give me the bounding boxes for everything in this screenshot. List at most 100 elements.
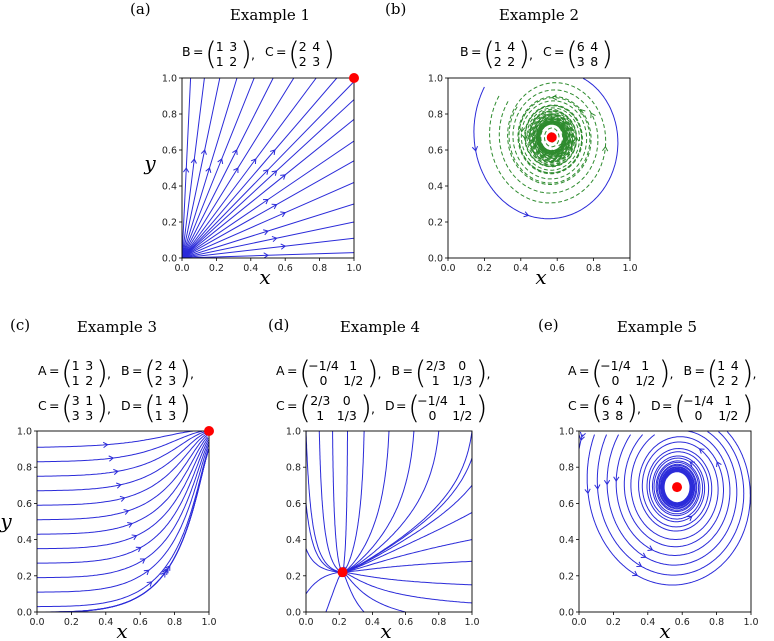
streamline (182, 119, 354, 258)
streamline (341, 457, 472, 574)
matrix-name: D (121, 398, 131, 413)
streamline (489, 82, 607, 204)
x-tick-label: 0.6 (550, 263, 565, 274)
equals-sign: = (193, 44, 203, 59)
flow-arrow (594, 484, 601, 490)
streamline (586, 431, 751, 586)
matrix-paren-right: ) (179, 390, 191, 426)
flow-arrow (566, 140, 573, 147)
matrix-entry: 4 (731, 358, 739, 373)
flow-arrow (521, 134, 529, 140)
matrix-entry: 1/2 (718, 408, 738, 423)
x-tick-label: 0.4 (98, 617, 113, 628)
equals-sign: = (276, 44, 286, 59)
x-tick-label: 0.6 (133, 617, 148, 628)
matrix-paren-left: ( (591, 390, 603, 426)
y-tick-label: 0.0 (559, 608, 574, 619)
x-tick-label: 0.8 (431, 617, 446, 628)
y-tick-label: 0.4 (17, 535, 32, 546)
y-tick-label: 1.0 (428, 74, 443, 85)
x-tick-label: 1.0 (201, 617, 216, 628)
matrix-entry: 3 (72, 408, 80, 423)
matrix-paren-right: ) (601, 36, 613, 72)
matrix-paren-right: ) (476, 390, 488, 426)
matrix-paren-right: ) (96, 355, 108, 391)
y-tick-label: 0.0 (162, 254, 177, 265)
y-tick-label: 0.2 (428, 218, 443, 229)
streamlines (579, 431, 751, 586)
matrix-name: A (38, 363, 47, 378)
matrix-entry: 0 (695, 408, 703, 423)
matrix-name: D (651, 398, 661, 413)
x-axis-label: x (380, 619, 391, 641)
matrix-paren-left: ( (144, 390, 156, 426)
x-axis-label: x (259, 265, 270, 289)
streamline (61, 448, 209, 612)
matrix-entry: 1 (458, 393, 466, 408)
flow-arrow (640, 552, 647, 559)
streamline (37, 431, 193, 448)
equals-sign: = (132, 398, 142, 413)
plot-frame (181, 77, 355, 259)
y-tick-label: 1.0 (286, 427, 301, 438)
streamline (306, 570, 344, 595)
matrix-name: C (568, 398, 577, 413)
matrix-paren-left: ( (61, 355, 73, 391)
y-tick-label: 1.0 (162, 74, 177, 85)
matrix-entry: 8 (615, 408, 623, 423)
matrix-entry: 3 (72, 393, 80, 408)
streamline (37, 436, 208, 535)
matrix-paren-right: ) (96, 390, 108, 426)
equilibrium-point (337, 567, 348, 578)
flow-arrow (205, 167, 212, 173)
matrix-entry: 3 (229, 39, 237, 54)
streamline (182, 78, 274, 258)
comma: , (753, 366, 757, 381)
matrix-name: B (684, 363, 693, 378)
matrix-entry: 1/2 (635, 373, 655, 388)
panel-title: Example 5 (617, 318, 697, 336)
panel-label: (c) (10, 316, 30, 334)
plot-frame (447, 77, 631, 259)
panel-label: (d) (268, 316, 289, 334)
flow-arrow (165, 565, 171, 571)
matrix-entry: 3 (85, 408, 93, 423)
streamline (37, 448, 209, 608)
y-tick-label: 1.0 (559, 427, 574, 438)
x-axis-label: x (659, 619, 670, 641)
flow-arrow (262, 198, 269, 205)
equals-sign: = (695, 363, 705, 378)
flow-arrow (271, 170, 278, 176)
comma: , (378, 366, 382, 381)
matrix-paren-left: ( (483, 36, 495, 72)
flow-arrow (579, 431, 586, 438)
matrix-paren-left: ( (674, 390, 686, 426)
x-tick-label: 0.6 (675, 617, 690, 628)
equals-sign: = (132, 363, 142, 378)
streamline (182, 160, 354, 258)
x-tick-label: 0.4 (640, 617, 655, 628)
panel-label: (a) (130, 0, 151, 18)
flow-arrow (579, 108, 586, 115)
x-tick-label: 0.0 (174, 263, 189, 274)
equals-sign: = (579, 398, 589, 413)
matrix-entry: 0 (458, 358, 466, 373)
x-tick-label: 0.2 (332, 617, 347, 628)
flow-arrow (584, 488, 591, 495)
flow-arrow (190, 158, 197, 164)
streamline (37, 431, 208, 492)
streamline (182, 181, 354, 258)
flow-arrow (232, 149, 238, 156)
flow-arrow (113, 468, 119, 476)
comma: , (371, 401, 375, 416)
panel-title: Example 4 (340, 318, 420, 336)
y-tick-label: 0.8 (17, 463, 32, 474)
flow-arrow (551, 94, 558, 101)
flow-arrow (280, 243, 287, 250)
x-tick-label: 1.0 (743, 617, 758, 628)
equals-sign: = (49, 398, 59, 413)
flow-arrow (269, 149, 276, 156)
matrix-entry: 1 (432, 373, 440, 388)
streamline (529, 108, 575, 166)
